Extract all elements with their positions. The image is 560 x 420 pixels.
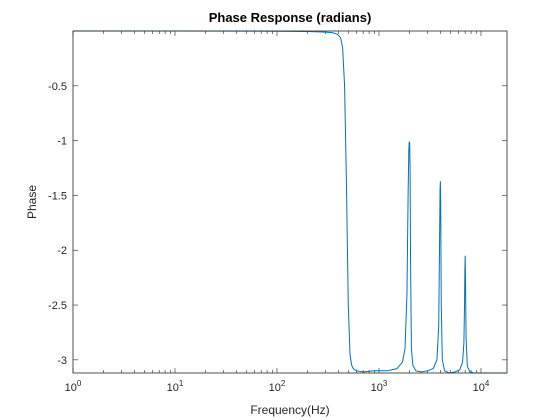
y-tick-label: -0.5 (48, 81, 67, 93)
plot-area (73, 31, 507, 373)
x-tick-label: 102 (269, 379, 286, 394)
y-tick-label: -1.5 (48, 190, 67, 202)
y-tick-label: -3 (57, 355, 67, 367)
x-axis-ticks: 100 101 102 103 104 (65, 31, 490, 394)
y-axis-ticks: -0.5 -1 -1.5 -2 -2.5 -3 (48, 81, 507, 367)
x-axis-label: Frequency(Hz) (250, 403, 329, 417)
phase-series-line (73, 30, 507, 374)
x-tick-label: 104 (473, 379, 490, 394)
y-tick-label: -1 (57, 136, 67, 148)
x-tick-label: 101 (167, 379, 184, 394)
y-axis-label: Phase (25, 185, 39, 219)
chart-title: Phase Response (radians) (209, 10, 372, 25)
x-tick-label: 100 (65, 379, 82, 394)
y-tick-label: -2 (57, 245, 67, 257)
y-tick-label: -2.5 (48, 300, 67, 312)
x-tick-label: 103 (371, 379, 388, 394)
plot-frame (72, 30, 508, 374)
